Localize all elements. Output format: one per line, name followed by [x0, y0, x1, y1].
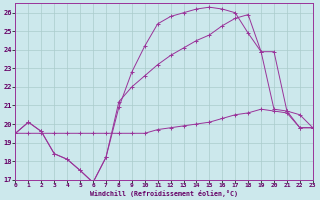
X-axis label: Windchill (Refroidissement éolien,°C): Windchill (Refroidissement éolien,°C) [90, 190, 238, 197]
